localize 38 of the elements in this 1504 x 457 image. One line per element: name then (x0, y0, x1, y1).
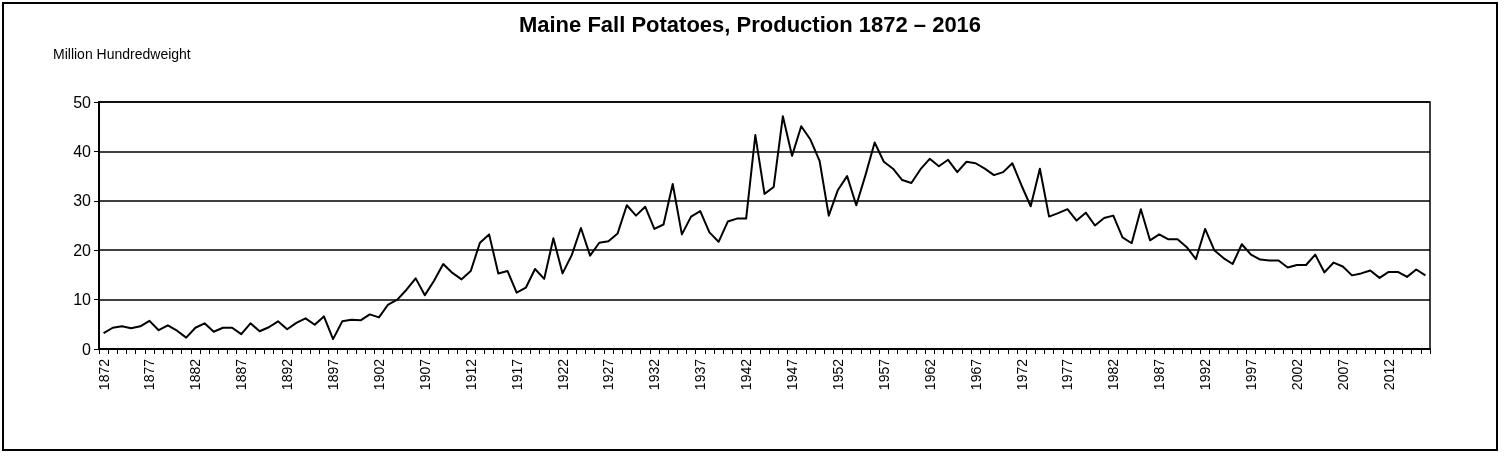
x-tick-label: 1992 (1197, 358, 1214, 391)
x-tick-label: 1982 (1105, 358, 1122, 391)
y-axis-title: Million Hundredweight (53, 46, 191, 62)
x-tick-label: 1957 (875, 358, 892, 391)
x-tick-label: 1907 (416, 358, 433, 391)
x-tick-label: 1902 (370, 358, 387, 391)
x-tick-label: 1947 (784, 358, 801, 391)
x-tick-label: 1977 (1059, 358, 1076, 391)
x-tick-label: 1987 (1151, 358, 1168, 391)
x-tick-label: 2012 (1380, 358, 1397, 391)
y-tick-label: 10 (73, 291, 92, 309)
x-tick-label: 1887 (233, 358, 250, 391)
x-tick-label: 1927 (600, 358, 617, 391)
x-tick-label: 1997 (1243, 358, 1259, 391)
x-tick-label: 1937 (692, 358, 709, 391)
x-tick-label: 1952 (829, 358, 846, 391)
x-tick-label: 1967 (967, 358, 984, 391)
chart-title: Maine Fall Potatoes, Production 1872 – 2016 (518, 11, 982, 37)
y-tick-label: 0 (82, 340, 92, 358)
x-tick-label: 1897 (325, 358, 342, 391)
x-tick-label: 1892 (279, 358, 296, 391)
x-tick-label: 2007 (1334, 358, 1351, 391)
x-tick-label: 1972 (1013, 358, 1030, 391)
x-tick-label: 1917 (508, 358, 525, 391)
y-tick-label: 30 (73, 192, 92, 210)
x-tick-label: 1922 (554, 358, 571, 391)
x-tick-label: 1942 (738, 358, 755, 391)
y-tick-label: 50 (73, 93, 92, 111)
y-tick-label: 20 (73, 241, 92, 259)
x-tick-label: 2002 (1288, 358, 1305, 391)
x-tick-label: 1877 (141, 358, 158, 391)
y-tick-label: 40 (73, 142, 92, 160)
x-tick-label: 1932 (646, 358, 663, 391)
x-tick-label: 1962 (921, 358, 938, 391)
x-tick-label: 1882 (187, 358, 204, 391)
line-series (102, 115, 1427, 341)
x-tick-label: 1912 (462, 358, 479, 391)
x-tick-label: 1872 (95, 358, 112, 391)
